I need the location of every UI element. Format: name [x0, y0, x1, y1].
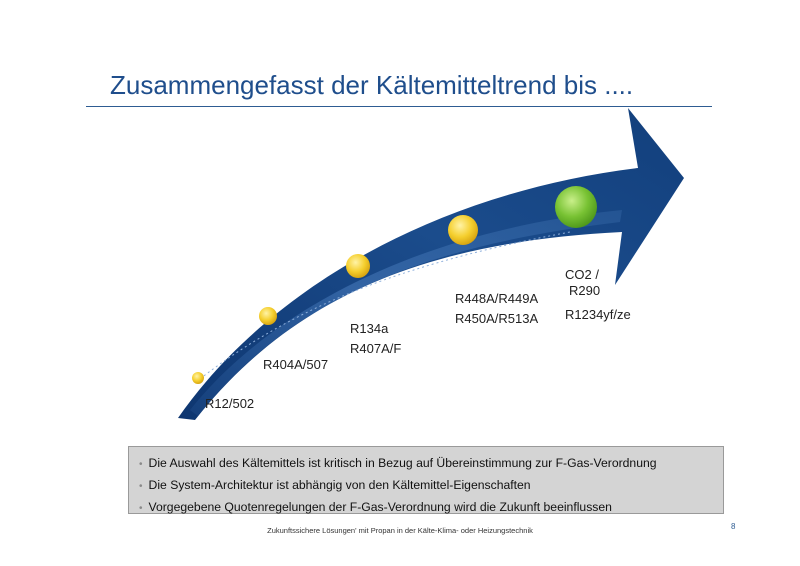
milestone-label-2: R404A/507: [263, 357, 329, 372]
milestone-dot-4: [448, 215, 478, 245]
milestone-dot-3: [346, 254, 370, 278]
title-divider: [86, 106, 712, 107]
milestone-label-1: R12/502: [205, 396, 255, 411]
milestone-dot-5: [555, 186, 597, 228]
page-number: 8: [731, 522, 736, 531]
milestone-label-3: R134a R407A/F: [350, 321, 402, 356]
milestone-label-4: R448A/R449A R450A/R513A: [455, 291, 539, 326]
summary-bullet: • Die Auswahl des Kältemittels ist kritis…: [139, 456, 657, 470]
summary-box: • Die Auswahl des Kältemittels ist kritis…: [128, 446, 724, 514]
summary-bullet: • Die System-Architektur ist abhängig von…: [139, 478, 531, 492]
slide-title: Zusammengefasst der Kältemitteltrend bis…: [110, 70, 634, 100]
summary-bullet: • Vorgegebene Quotenregelungen der F-Gas-…: [139, 500, 612, 514]
milestone-dot-2: [259, 307, 277, 325]
arrow-dotted-guide: [195, 231, 571, 383]
bullet-marker: •: [139, 459, 143, 470]
bullet-marker: •: [139, 503, 143, 514]
arrow-body: [178, 108, 684, 420]
milestone-dot-1: [192, 372, 204, 384]
slide-footer: Zukunftssichere Lösungen' mit Propan in …: [267, 526, 533, 535]
bullet-marker: •: [139, 481, 143, 492]
milestone-label-5: CO2 / R290 R1234yf/ze: [565, 267, 631, 322]
